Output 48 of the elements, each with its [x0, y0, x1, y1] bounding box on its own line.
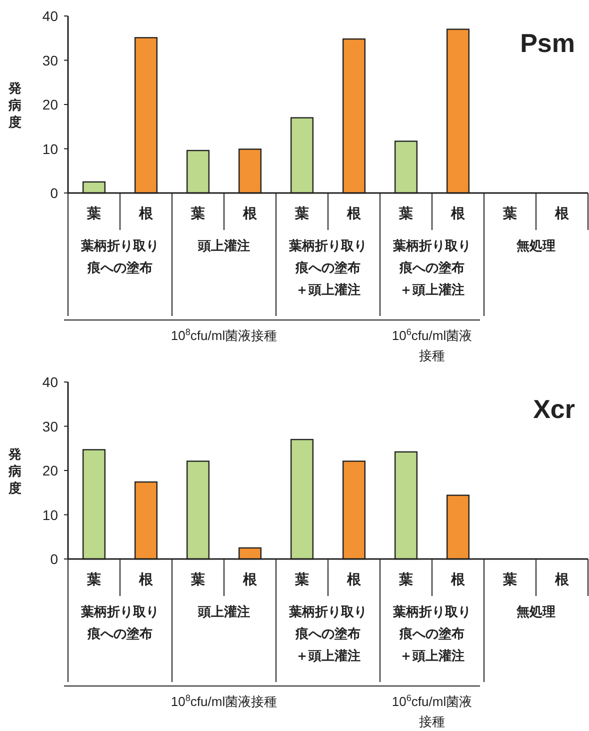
y-axis-title: 発病度 — [8, 80, 22, 130]
text: Xcr — [533, 394, 575, 424]
text: 10$^{6}$cfu/ml菌液接種 — [392, 327, 472, 363]
y-tick-label: 20 — [42, 96, 58, 112]
x-tick-label: 葉 — [398, 571, 413, 587]
y-tick-label: 0 — [50, 185, 58, 201]
x-tick-label: 根 — [346, 205, 362, 221]
text: 頭上灌注 — [197, 238, 250, 253]
y-tick-label: 20 — [42, 462, 58, 478]
text: 葉柄折り取り痕への塗布 — [80, 238, 159, 275]
x-tick-label: 葉 — [294, 571, 309, 587]
y-tick-label: 0 — [50, 551, 58, 567]
x-tick-label: 葉 — [86, 205, 101, 221]
text: 無処理 — [516, 604, 556, 619]
x-tick-label: 葉 — [190, 571, 205, 587]
x-tick-label: 葉 — [86, 571, 101, 587]
text: 10$^{8}$cfu/ml菌液接種 — [170, 693, 278, 709]
x-tick-label: 根 — [242, 205, 258, 221]
text: 葉柄折り取り痕への塗布＋頭上灌注 — [392, 238, 471, 297]
x-tick-label: 根 — [242, 571, 258, 587]
x-tick-label: 根 — [138, 571, 154, 587]
y-tick-label: 40 — [42, 8, 58, 24]
x-tick-label: 葉 — [190, 205, 205, 221]
text: 葉柄折り取り痕への塗布＋頭上灌注 — [392, 604, 471, 663]
x-tick-label: 根 — [138, 205, 154, 221]
text: 10$^{8}$cfu/ml菌液接種 — [170, 327, 278, 343]
y-tick-label: 30 — [42, 52, 58, 68]
y-axis-title: 発病度 — [8, 446, 22, 496]
y-tick-label: 10 — [42, 506, 58, 523]
text: 葉柄折り取り痕への塗布 — [80, 604, 159, 641]
text: 頭上灌注 — [197, 604, 250, 619]
x-tick-label: 根 — [450, 571, 466, 587]
x-tick-label: 根 — [450, 205, 466, 221]
text: 無処理 — [516, 238, 556, 253]
text: 10$^{6}$cfu/ml菌液接種 — [392, 693, 472, 729]
y-tick-label: 10 — [42, 140, 58, 157]
x-tick-label: 葉 — [398, 205, 413, 221]
x-tick-label: 葉 — [502, 571, 517, 587]
text: Psm — [520, 28, 575, 58]
x-tick-label: 葉 — [294, 205, 309, 221]
text: 葉柄折り取り痕への塗布＋頭上灌注 — [288, 604, 367, 663]
x-tick-label: 葉 — [502, 205, 517, 221]
y-tick-label: 40 — [42, 374, 58, 390]
x-tick-label: 根 — [554, 571, 570, 587]
x-tick-label: 根 — [346, 571, 362, 587]
x-tick-label: 根 — [554, 205, 570, 221]
y-tick-label: 30 — [42, 418, 58, 434]
text: 葉柄折り取り痕への塗布＋頭上灌注 — [288, 238, 367, 297]
